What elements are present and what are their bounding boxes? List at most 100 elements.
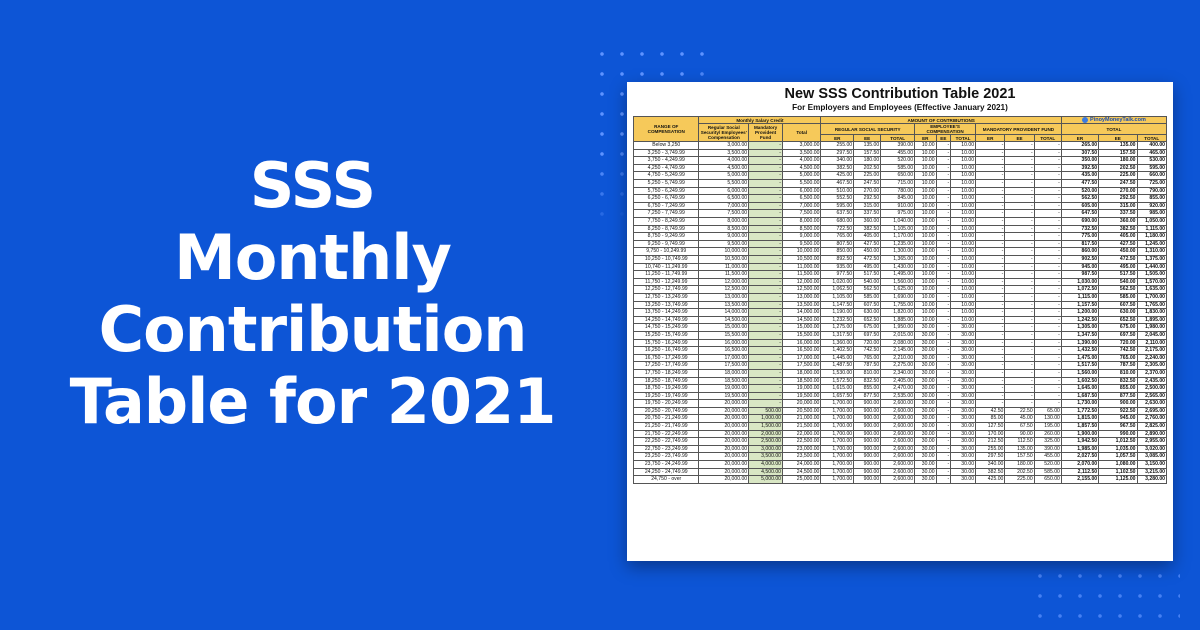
table-cell: 732.50 <box>1060 224 1100 234</box>
table-cell: - <box>1033 171 1062 181</box>
table-cell: 892.50 <box>820 255 855 264</box>
table-cell: 112.50 <box>1004 437 1035 446</box>
table-cell: 4,500.00 <box>698 163 750 173</box>
table-cell: 985.00 <box>1136 209 1167 219</box>
table-cell: 16,000.00 <box>781 338 822 348</box>
table-cell: 1,755.00 <box>880 300 916 310</box>
table-cell: 10,000.00 <box>781 247 822 256</box>
logo-icon <box>1082 117 1089 123</box>
table-cell: 910.00 <box>880 201 916 211</box>
table-cell: 10.00 <box>914 156 937 165</box>
table-cell: 5,750 - 6,249.99 <box>632 186 700 196</box>
table-cell: 530.00 <box>1136 156 1167 165</box>
table-row: 15,750 - 16,249.99 16,000.00-16,000.00 1,3… <box>632 338 1167 348</box>
headline-line-4: Table for 2021 <box>69 365 557 438</box>
table-cell: - <box>1004 353 1035 363</box>
table-cell: 12,000.00 <box>698 277 750 287</box>
table-cell: - <box>1033 270 1062 279</box>
table-cell: 990.00 <box>1098 429 1138 439</box>
table-cell: 1,700.00 <box>820 429 855 439</box>
table-cell: - <box>1004 270 1035 279</box>
table-cell: 4,500.00 <box>781 163 822 173</box>
table-cell: 16,500.00 <box>781 346 822 355</box>
table-cell: 2,600.00 <box>880 429 916 439</box>
table-cell: 30.00 <box>950 475 977 484</box>
table-cell: 2,405.00 <box>880 376 916 386</box>
table-cell: 1,170.00 <box>880 232 916 241</box>
table-cell: 265.00 <box>1060 141 1100 150</box>
table-cell: 427.50 <box>1098 239 1138 249</box>
table-cell: 10.00 <box>950 194 977 203</box>
table-cell: 1,035.00 <box>1098 444 1138 454</box>
table-cell: - <box>935 376 952 386</box>
table-cell: 810.00 <box>1098 368 1138 378</box>
table-cell: 260.00 <box>1033 429 1062 439</box>
table-cell: 720.00 <box>853 338 882 348</box>
table-cell: 13,500.00 <box>781 300 822 310</box>
table-row: 5,250 - 5,749.99 5,500.00-5,500.00 467.50 2… <box>632 179 1167 188</box>
table-title: New SSS Contribution Table 2021 <box>784 86 1016 102</box>
table-row: Below 3,250 3,000.00-3,000.00 255.00 135.00… <box>632 141 1167 150</box>
table-cell: 1,365.00 <box>880 255 916 264</box>
table-cell: 832.50 <box>853 376 882 386</box>
table-cell: 16,000.00 <box>698 338 750 348</box>
header-range: RANGE OF COMPENSATION <box>632 115 700 143</box>
table-cell: 16,750 - 17,249.99 <box>632 353 700 363</box>
table-cell: 765.00 <box>820 232 855 241</box>
table-cell: - <box>748 361 783 370</box>
table-cell: - <box>748 262 783 272</box>
table-cell: 19,500.00 <box>781 391 822 401</box>
table-cell: 922.50 <box>1098 406 1138 416</box>
table-cell: 15,000.00 <box>698 323 750 332</box>
table-cell: 19,000.00 <box>698 384 750 393</box>
table-cell: 130.00 <box>1033 414 1062 424</box>
table-cell: - <box>1004 232 1035 241</box>
table-cell: 8,000.00 <box>698 217 750 226</box>
table-cell: 725.00 <box>1136 179 1167 188</box>
header-tot: TOTAL <box>880 134 916 143</box>
table-cell: 2,240.00 <box>1136 353 1167 363</box>
table-cell: 19,000.00 <box>781 384 822 393</box>
table-cell: - <box>1033 148 1062 158</box>
table-cell: 15,750 - 16,249.99 <box>632 338 700 348</box>
table-cell: 650.00 <box>880 171 916 181</box>
table-cell: 1,625.00 <box>880 285 916 294</box>
table-cell: - <box>975 315 1006 325</box>
table-cell: - <box>1033 292 1062 302</box>
table-cell: 405.00 <box>853 232 882 241</box>
table-cell: 20,750 - 21,249.99 <box>632 414 700 424</box>
table-cell: 10.00 <box>950 270 977 279</box>
table-cell: 23,750 - 24,249.99 <box>632 460 700 469</box>
header-tot: TOTAL <box>1033 134 1062 143</box>
table-cell: 2,825.00 <box>1136 422 1167 431</box>
table-cell: 5,500.00 <box>698 179 750 188</box>
table-cell: 202.50 <box>853 163 882 173</box>
header-tot: TOTAL <box>950 134 977 143</box>
table-cell: 270.00 <box>853 186 882 196</box>
table-cell: 30.00 <box>950 330 977 340</box>
table-cell: 780.00 <box>880 186 916 196</box>
table-cell: - <box>1033 368 1062 378</box>
table-cell: 1,687.50 <box>1060 391 1100 401</box>
table-cell: - <box>1004 368 1035 378</box>
table-cell: 6,500.00 <box>781 194 822 203</box>
table-cell: - <box>1033 285 1062 294</box>
table-cell: - <box>975 308 1006 317</box>
table-cell: 24,750 - over <box>632 475 700 484</box>
table-cell: 10.00 <box>914 224 937 234</box>
table-cell: 12,500.00 <box>781 285 822 294</box>
headline: SSS Monthly Contribution Table for 2021 <box>20 150 605 438</box>
table-cell: 3,150.00 <box>1136 460 1167 469</box>
table-row: 18,750 - 19,249.99 19,000.00-19,000.00 1,6… <box>632 384 1167 393</box>
table-cell: 30.00 <box>950 391 977 401</box>
table-cell: 1,245.00 <box>1136 239 1167 249</box>
table-row: 21,750 - 22,249.99 20,000.00 2,000.00 22,00… <box>632 429 1167 439</box>
table-cell: - <box>975 217 1006 226</box>
table-cell: - <box>975 262 1006 272</box>
table-cell: 225.00 <box>1098 171 1138 181</box>
table-cell: 10.00 <box>914 300 937 310</box>
table-cell: 135.00 <box>1098 141 1138 150</box>
table-cell: 1,347.50 <box>1060 330 1100 340</box>
table-cell: 10.00 <box>950 171 977 181</box>
table-cell: - <box>975 384 1006 393</box>
